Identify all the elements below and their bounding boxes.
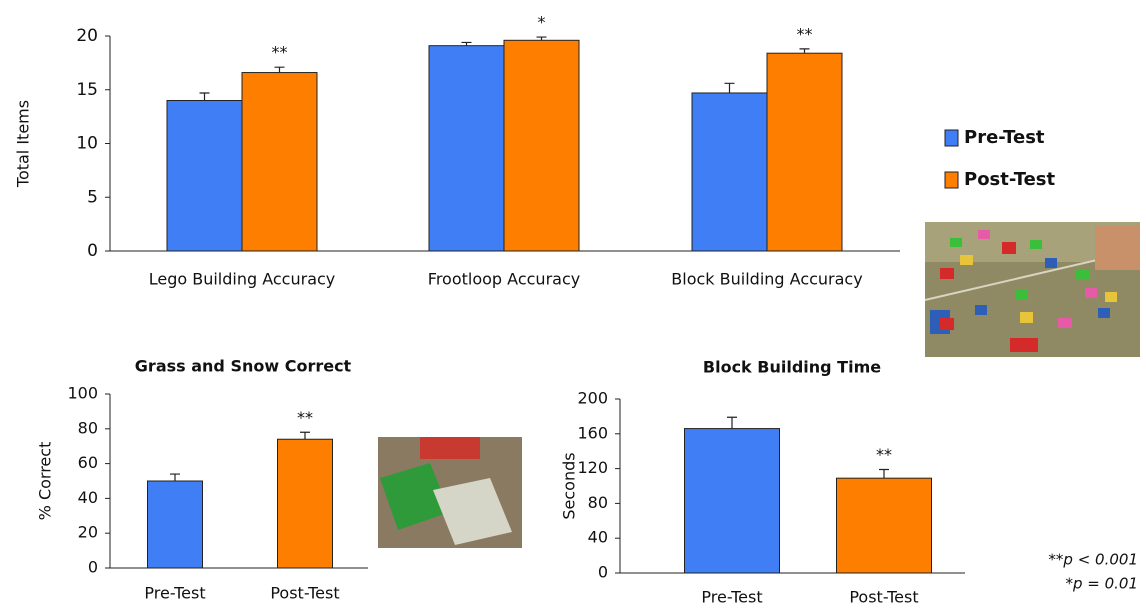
bar	[692, 93, 767, 251]
bar	[837, 478, 932, 573]
legend-swatch	[945, 172, 958, 188]
error-bar	[879, 469, 889, 478]
error-bar	[727, 417, 737, 428]
footnote: *p = 0.01	[1065, 575, 1138, 593]
x-tick-label: Frootloop Accuracy	[428, 270, 580, 289]
chart-title: Block Building Time	[703, 358, 881, 377]
significance-marker: **	[876, 445, 892, 464]
y-tick-label: 0	[87, 241, 98, 261]
y-tick-label: 0	[88, 558, 98, 577]
x-tick-label: Post-Test	[270, 584, 339, 603]
x-tick-label: Post-Test	[849, 588, 918, 607]
significance-marker: **	[297, 408, 313, 427]
x-tick-label: Pre-Test	[144, 584, 205, 603]
legend-label: Pre-Test	[964, 127, 1045, 148]
bar	[278, 439, 333, 568]
photo-grass-snow	[378, 437, 522, 548]
y-tick-label: 15	[76, 80, 98, 100]
error-bar	[300, 432, 310, 439]
significance-marker: *	[538, 13, 546, 32]
significance-marker: **	[797, 24, 813, 43]
footnote: **p < 0.001	[1048, 551, 1138, 569]
error-bar	[275, 67, 285, 72]
legend-label: Post-Test	[964, 169, 1056, 190]
bar	[242, 73, 317, 251]
y-axis-label: Total Items	[14, 100, 33, 188]
y-axis-label: % Correct	[36, 442, 55, 521]
y-tick-label: 80	[588, 493, 608, 512]
y-tick-label: 120	[577, 458, 608, 477]
y-tick-label: 10	[76, 134, 98, 154]
y-tick-label: 0	[598, 563, 608, 582]
y-tick-label: 40	[588, 528, 608, 547]
bar	[767, 53, 842, 251]
bar	[685, 429, 780, 573]
y-tick-label: 200	[577, 389, 608, 408]
legend-swatch	[945, 130, 958, 146]
y-tick-label: 5	[87, 187, 98, 207]
y-tick-label: 100	[67, 384, 98, 403]
y-tick-label: 60	[78, 453, 98, 472]
y-tick-label: 20	[78, 523, 98, 542]
bar	[148, 481, 203, 568]
y-tick-label: 40	[78, 488, 98, 507]
photo-lego	[925, 222, 1140, 357]
x-tick-label: Block Building Accuracy	[671, 270, 862, 289]
error-bar	[200, 93, 210, 101]
bar	[429, 46, 504, 251]
x-tick-label: Pre-Test	[701, 588, 762, 607]
bar	[504, 40, 579, 251]
y-tick-label: 160	[577, 423, 608, 442]
y-axis-label: Seconds	[560, 452, 579, 519]
figure: 0 5 10 15 20 Total Items Lego Building Accurac…	[0, 0, 1146, 607]
y-tick-label: 80	[78, 418, 98, 437]
error-bar	[170, 474, 180, 481]
error-bar	[800, 49, 810, 53]
y-tick-label: 20	[76, 26, 98, 46]
x-tick-label: Lego Building Accuracy	[149, 270, 336, 289]
significance-marker: **	[272, 43, 288, 62]
bar	[167, 101, 242, 252]
chart-title: Grass and Snow Correct	[135, 357, 352, 376]
error-bar	[725, 83, 735, 93]
